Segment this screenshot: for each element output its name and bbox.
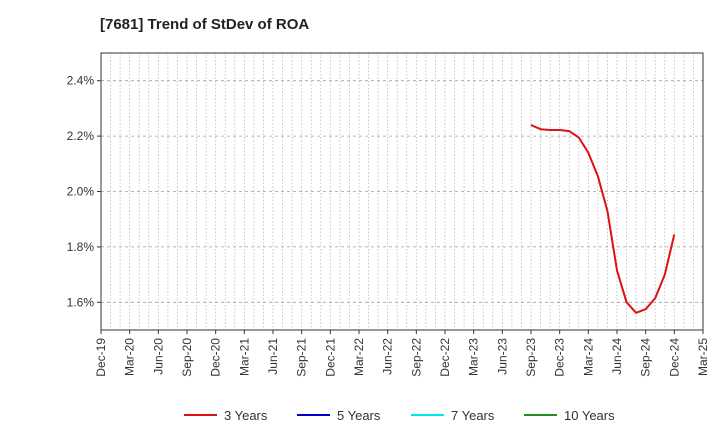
x-tick-label: Sep-24 xyxy=(639,338,653,377)
x-tick-label: Jun-24 xyxy=(610,338,624,375)
x-tick-label: Jun-23 xyxy=(495,338,509,375)
legend-label: 10 Years xyxy=(564,408,615,423)
series-line xyxy=(530,124,676,314)
x-tick-label: Jun-21 xyxy=(266,338,280,375)
x-tick-label: Mar-23 xyxy=(467,338,481,376)
y-tick-label: 2.0% xyxy=(67,185,95,199)
x-tick-label: Mar-25 xyxy=(696,338,710,376)
x-tick-label: Mar-24 xyxy=(581,338,595,376)
x-tick-label: Mar-22 xyxy=(352,338,366,376)
x-tick-label: Sep-23 xyxy=(524,338,538,377)
x-tick-label: Sep-20 xyxy=(180,338,194,377)
y-tick-label: 2.2% xyxy=(67,129,95,143)
x-tick-label: Dec-22 xyxy=(438,338,452,377)
legend-label: 5 Years xyxy=(337,408,381,423)
x-tick-label: Sep-21 xyxy=(295,338,309,377)
x-tick-label: Mar-21 xyxy=(237,338,251,376)
x-tick-label: Mar-20 xyxy=(123,338,137,376)
legend-label: 3 Years xyxy=(224,408,268,423)
series-layer xyxy=(530,124,676,314)
legend-layer: 3 Years 5 Years 7 Years 10 Years xyxy=(184,408,615,423)
y-tick-label: 1.6% xyxy=(67,295,95,309)
x-tick-label: Dec-23 xyxy=(553,338,567,377)
x-tick-label: Dec-21 xyxy=(323,338,337,377)
x-tick-label: Dec-24 xyxy=(667,338,681,377)
y-tick-label: 1.8% xyxy=(67,240,95,254)
x-tick-label: Dec-20 xyxy=(209,338,223,377)
x-tick-label: Dec-19 xyxy=(94,338,108,377)
y-tick-label: 2.4% xyxy=(67,74,95,88)
legend-label: 7 Years xyxy=(451,408,495,423)
x-tick-label: Sep-22 xyxy=(409,338,423,377)
grid-layer xyxy=(100,53,704,330)
x-tick-label: Jun-20 xyxy=(151,338,165,375)
axis-layer: 1.6% 1.8% 2.0% 2.2% 2.4% Dec-19 Mar-20 Jun-20 Se… xyxy=(67,52,710,377)
chart-title: [7681] Trend of StDev of ROA xyxy=(100,16,310,33)
x-tick-label: Jun-22 xyxy=(381,338,395,375)
